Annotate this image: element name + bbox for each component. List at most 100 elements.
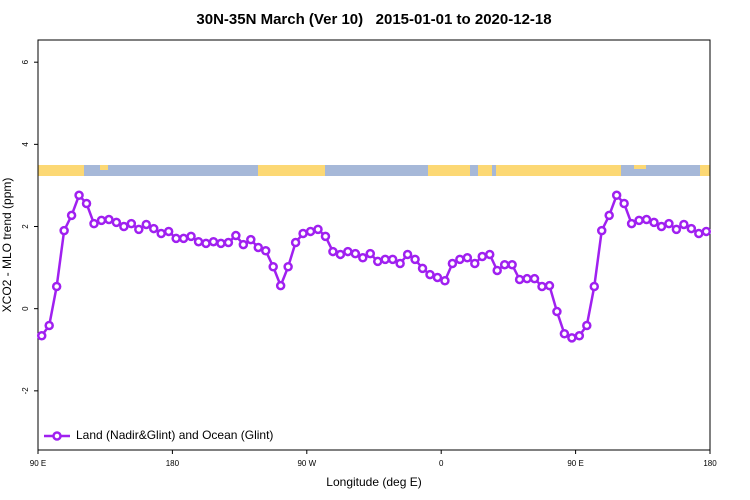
data-point bbox=[260, 246, 271, 256]
data-point bbox=[246, 234, 256, 245]
data-point bbox=[104, 214, 114, 225]
data-point bbox=[208, 236, 219, 247]
y-tick-label: 2 bbox=[21, 224, 30, 229]
data-point bbox=[163, 226, 174, 237]
data-point bbox=[156, 228, 166, 239]
data-point bbox=[283, 262, 293, 272]
data-point bbox=[66, 210, 77, 221]
data-point bbox=[402, 249, 413, 260]
data-point bbox=[141, 219, 152, 230]
data-point bbox=[268, 262, 278, 272]
data-point bbox=[679, 219, 689, 230]
y-tick-label: 4 bbox=[21, 142, 30, 147]
data-point bbox=[51, 281, 62, 292]
data-point bbox=[514, 274, 525, 285]
data-point bbox=[178, 233, 189, 244]
land-band bbox=[478, 165, 492, 176]
land-ocean-strip bbox=[38, 165, 710, 176]
data-point bbox=[186, 231, 196, 242]
x-axis-label: Longitude (deg E) bbox=[326, 475, 421, 489]
legend-label: Land (Nadir&Glint) and Ocean (Glint) bbox=[76, 428, 273, 442]
data-point bbox=[567, 333, 577, 343]
land-band bbox=[428, 165, 470, 176]
data-point bbox=[611, 190, 622, 201]
data-point bbox=[499, 259, 510, 270]
land-band bbox=[496, 165, 621, 176]
data-point bbox=[522, 273, 532, 284]
data-point bbox=[111, 217, 122, 228]
data-point bbox=[589, 281, 600, 292]
data-point bbox=[216, 238, 226, 249]
data-point bbox=[81, 198, 92, 209]
data-point bbox=[395, 258, 405, 269]
data-point bbox=[447, 258, 458, 269]
data-point bbox=[380, 254, 390, 265]
x-tick-label: 0 bbox=[439, 459, 444, 468]
data-point bbox=[694, 228, 704, 239]
land-band bbox=[100, 165, 108, 170]
data-point bbox=[440, 275, 450, 286]
data-point bbox=[89, 218, 99, 229]
data-point bbox=[455, 254, 465, 265]
plot-frame bbox=[37, 39, 711, 451]
data-point bbox=[134, 224, 144, 235]
data-point bbox=[537, 281, 547, 292]
data-point bbox=[425, 269, 435, 280]
data-point bbox=[201, 238, 211, 249]
data-point bbox=[671, 224, 682, 235]
data-point bbox=[193, 236, 204, 247]
x-tick-label: 90 E bbox=[567, 459, 583, 468]
data-point bbox=[305, 226, 316, 237]
y-tick-label: -2 bbox=[21, 387, 30, 395]
x-tick-label: 90 W bbox=[297, 459, 316, 468]
legend-marker bbox=[52, 431, 62, 441]
data-point bbox=[559, 328, 570, 339]
data-point bbox=[36, 331, 47, 341]
data-point bbox=[275, 280, 286, 291]
data-point bbox=[477, 251, 488, 262]
data-point bbox=[335, 249, 346, 260]
data-point bbox=[126, 218, 137, 229]
data-point bbox=[626, 218, 637, 229]
data-point bbox=[238, 239, 249, 250]
land-band bbox=[700, 165, 710, 176]
data-point bbox=[417, 263, 428, 274]
data-point bbox=[686, 223, 697, 234]
data-point bbox=[544, 280, 555, 291]
land-band bbox=[38, 165, 84, 176]
x-tick-label: 90 E bbox=[30, 459, 46, 468]
data-point bbox=[552, 306, 562, 317]
data-point bbox=[365, 248, 376, 259]
data-point bbox=[343, 246, 353, 257]
data-point bbox=[253, 242, 264, 253]
data-point bbox=[470, 258, 480, 269]
data-point bbox=[148, 223, 159, 234]
x-tick-label: 180 bbox=[703, 459, 717, 468]
y-tick-label: 0 bbox=[21, 306, 30, 311]
data-point bbox=[298, 228, 308, 239]
data-point bbox=[604, 210, 614, 221]
data-point bbox=[634, 215, 644, 226]
chart-title: 30N-35N March (Ver 10) 2015-01-01 to 202… bbox=[196, 11, 551, 28]
data-point bbox=[701, 226, 712, 237]
data-point bbox=[119, 221, 129, 232]
data-point bbox=[582, 320, 592, 331]
data-point bbox=[74, 190, 84, 201]
ocean-band bbox=[38, 165, 710, 176]
data-point bbox=[656, 221, 667, 232]
data-point bbox=[387, 254, 398, 265]
data-point bbox=[641, 214, 652, 225]
x-tick-label: 180 bbox=[166, 459, 180, 468]
data-point bbox=[171, 233, 181, 244]
data-point bbox=[484, 249, 495, 260]
data-point bbox=[59, 225, 69, 236]
land-band bbox=[634, 165, 646, 169]
data-point bbox=[462, 252, 473, 263]
data-point bbox=[328, 246, 338, 257]
land-band bbox=[258, 165, 325, 176]
data-point bbox=[223, 237, 234, 248]
data-point bbox=[231, 230, 241, 241]
data-point bbox=[313, 224, 323, 235]
data-point bbox=[320, 231, 331, 242]
